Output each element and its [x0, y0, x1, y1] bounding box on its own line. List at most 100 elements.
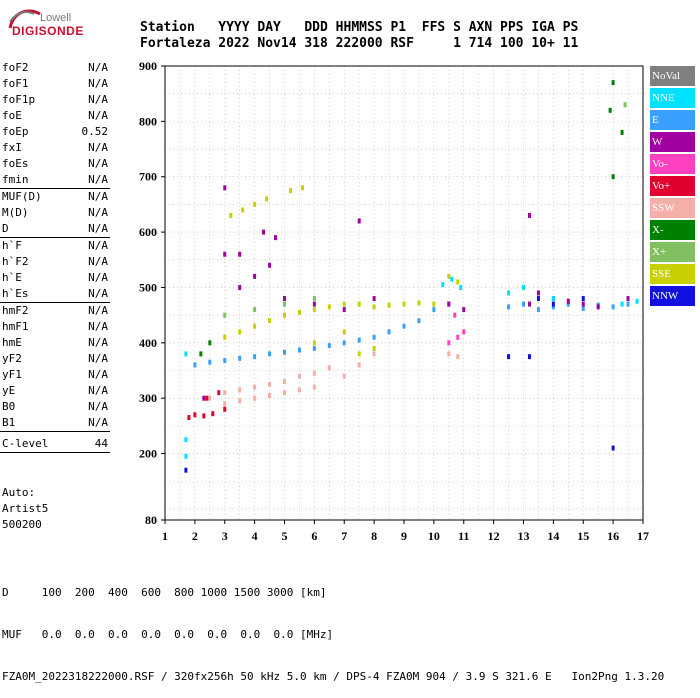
- param-name: yF1: [2, 368, 22, 381]
- logo-text-lowell: Lowell: [40, 12, 72, 24]
- param-row: foE N/A: [0, 108, 110, 124]
- data-point: [208, 340, 212, 346]
- param-value: N/A: [88, 190, 108, 203]
- data-point: [372, 304, 376, 310]
- data-point: [459, 284, 463, 290]
- y-tick-label: 900: [139, 59, 157, 73]
- param-name: h`F2: [2, 255, 29, 268]
- data-point: [223, 251, 227, 257]
- param-row: foEs N/A: [0, 156, 110, 172]
- param-row: hmF2 N/A: [0, 303, 110, 319]
- data-point: [297, 387, 301, 393]
- data-point: [462, 329, 466, 335]
- data-point: [238, 398, 242, 404]
- data-point: [342, 373, 346, 379]
- param-row: foF1 N/A: [0, 76, 110, 92]
- param-name: D: [2, 222, 9, 235]
- x-tick-label: 3: [222, 529, 228, 543]
- data-point: [581, 301, 585, 307]
- data-point: [447, 351, 451, 357]
- param-name: hmE: [2, 336, 22, 349]
- data-point: [611, 174, 615, 180]
- data-point: [342, 329, 346, 335]
- legend-item: NNE: [650, 88, 695, 108]
- param-row: h`F2 N/A: [0, 254, 110, 270]
- data-point: [253, 323, 257, 329]
- data-point: [223, 185, 227, 191]
- data-point: [596, 304, 600, 310]
- data-point: [268, 318, 272, 324]
- polarization-legend: NoVal NNE E W Vo- Vo+ SSW X- X+ SSE NNW: [650, 66, 695, 308]
- footer-muf-row: MUF 0.0 0.0 0.0 0.0 0.0 0.0 0.0 0.0 [MHz…: [2, 628, 334, 641]
- data-point: [372, 345, 376, 351]
- data-point: [456, 354, 460, 360]
- param-name: foEp: [2, 125, 29, 138]
- ionogram-chart: 1 2 3 4 5 6 7 8 9 10 11 12 13 14 15 16 17802003004005006…: [139, 59, 649, 543]
- y-tick-label: 400: [139, 336, 157, 350]
- data-point: [635, 298, 639, 304]
- param-value: N/A: [88, 157, 108, 170]
- param-separator: [0, 237, 110, 238]
- data-point: [566, 301, 570, 307]
- data-point: [253, 273, 257, 279]
- param-name: B0: [2, 400, 16, 413]
- param-value: N/A: [88, 304, 108, 317]
- param-row: yF1 N/A: [0, 367, 110, 383]
- data-point: [184, 437, 188, 443]
- data-point: [417, 318, 421, 324]
- param-name: foE: [2, 109, 22, 122]
- param-value: N/A: [88, 141, 108, 154]
- data-point: [527, 354, 531, 360]
- param-name: MUF(D): [2, 190, 42, 203]
- data-point: [184, 351, 188, 357]
- series-vo-: [187, 390, 227, 421]
- param-value: N/A: [88, 336, 108, 349]
- data-point: [432, 307, 436, 313]
- data-point: [447, 340, 451, 346]
- x-tick-label: 4: [252, 529, 258, 543]
- data-point: [229, 212, 233, 218]
- data-point: [522, 284, 525, 290]
- param-row: MUF(D) N/A: [0, 189, 110, 205]
- data-point: [527, 212, 531, 218]
- param-value: 0.52: [81, 125, 109, 138]
- param-separator: [0, 431, 110, 432]
- data-point: [208, 395, 212, 401]
- data-point: [253, 354, 257, 360]
- data-point: [342, 340, 346, 346]
- data-point: [527, 301, 531, 307]
- data-point: [450, 276, 454, 282]
- data-point: [387, 302, 391, 308]
- data-point: [402, 323, 406, 329]
- x-tick-label: 2: [192, 529, 198, 543]
- data-point: [357, 218, 361, 224]
- x-tick-label: 12: [488, 529, 500, 543]
- param-value: N/A: [88, 61, 108, 74]
- legend-item: E: [650, 110, 695, 130]
- data-point: [187, 415, 191, 421]
- data-point: [402, 301, 406, 307]
- y-tick-label: 600: [139, 225, 157, 239]
- legend-item: X-: [650, 220, 695, 240]
- data-point: [312, 307, 316, 313]
- param-row: D N/A: [0, 221, 110, 237]
- data-point: [357, 362, 361, 368]
- data-point: [274, 235, 278, 241]
- data-point: [202, 413, 206, 419]
- param-row: hmF1 N/A: [0, 319, 110, 335]
- clevel-name: C-level: [2, 437, 49, 450]
- data-point: [611, 445, 615, 451]
- data-point: [211, 411, 215, 417]
- param-name: yE: [2, 384, 16, 397]
- data-point: [620, 129, 624, 135]
- legend-item: NNW: [650, 286, 695, 306]
- legend-item: NoVal: [650, 66, 695, 86]
- series-sse: [223, 185, 460, 357]
- param-name: h`F: [2, 239, 22, 252]
- param-value: N/A: [88, 416, 108, 429]
- param-value: N/A: [88, 206, 108, 219]
- data-point: [432, 301, 436, 307]
- logo-swirl-icon: [8, 9, 41, 29]
- data-point: [253, 384, 257, 390]
- data-point: [300, 185, 304, 191]
